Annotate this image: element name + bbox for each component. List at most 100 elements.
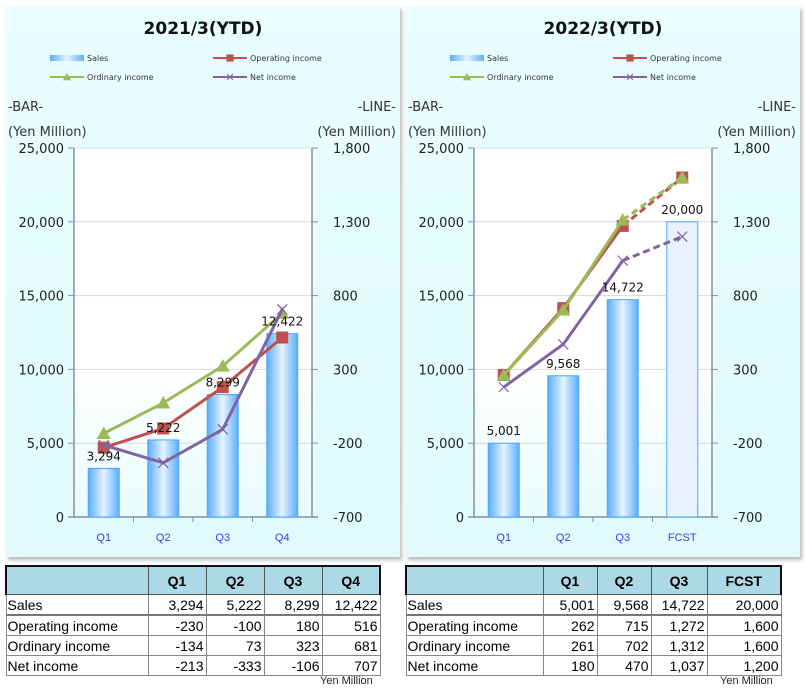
table-cell: 470 [596,655,652,676]
data-label-sales-fcst: 20,000 [661,203,703,217]
legend-label: Sales [87,54,108,63]
left-tick-label: 20,000 [419,216,465,231]
table-row: Operating income 262 715 1,272 1,600 [405,614,782,636]
table-cell: 180 [263,614,323,636]
square-marker [276,331,289,344]
table-cell: -213 [147,655,207,676]
table-cell: 702 [596,635,652,656]
table-cell: 14,722 [650,594,708,616]
chart-title: 2021/3(YTD) [144,19,263,39]
marker-ordinary-income-q2 [556,303,571,316]
legend-label: Ordinary income [487,73,554,82]
table-row: Ordinary income -134 73 323 681 [5,635,381,656]
left-axis-header: -BAR- [408,100,444,115]
legend-item-sales: Sales [50,54,108,63]
table-cell: 715 [596,614,652,636]
right-tick-label: -700 [733,511,763,526]
table-header-cell: FCST [706,565,782,595]
category-label-q1: Q1 [96,532,111,544]
table-cell: 1,037 [650,655,708,676]
table-unit-label: Yen Million [320,675,373,687]
left-tick-label: 15,000 [419,290,465,305]
right-tick-label: -700 [333,511,363,526]
bar-sales-q3 [606,299,639,518]
right-tick-label: 300 [733,363,758,378]
legend-label: Net income [650,73,696,82]
marker-operating-income-q2 [157,422,170,435]
table-cell: -230 [147,614,207,636]
x-marker [617,255,629,267]
table-cell: 1,600 [706,635,782,656]
category-label-q2: Q2 [156,532,171,544]
right-tick-label: 800 [333,290,358,305]
marker-net-income-q1 [498,381,510,393]
bar-sales-q4 [266,333,299,518]
legend-label: Sales [487,54,508,63]
chart-2021: 2021/3(YTD) Sales Operating income Ordinary… [8,19,396,544]
right-tick-label: 800 [733,290,758,305]
marker-ordinary-income-q3 [615,213,630,226]
triangle-marker [96,426,111,440]
left-tick-label: 5,000 [27,437,64,452]
marker-net-income-q2 [557,338,569,350]
marker-net-income-q2 [157,457,169,469]
table-cell: 3,294 [147,594,207,616]
right-tick-label: 1,300 [733,216,770,231]
table-cell: 323 [263,635,323,656]
legend-label: Net income [250,73,296,82]
line-net-income [103,308,284,465]
table-cell: 1,272 [650,614,708,636]
table-row: Ordinary income 261 702 1,312 1,600 [405,635,782,656]
table-header-cell [5,565,149,595]
x-marker [626,73,634,81]
legend-item-operating-income: Operating income [213,54,322,63]
table-cell: 1,600 [706,614,782,636]
right-tick-label: 1,800 [733,142,770,157]
x-marker [557,338,569,350]
legend-item-net-income: Net income [213,73,296,82]
category-label-q3: Q3 [215,532,230,544]
table-cell: 261 [542,635,598,656]
data-table-2021: Q1 Q2 Q3 Q4 Sales 3,294 5,222 8,299 12,4… [5,565,381,676]
chart-2022: 2022/3(YTD) Sales Operating income Ordinary… [408,19,796,544]
table-cell: 20,000 [706,594,782,616]
line-operating-income [103,336,284,450]
line-ordinary-income [103,312,284,435]
category-label-q2: Q2 [556,532,571,544]
legend-label: Ordinary income [87,73,154,82]
marker-ordinary-income-fcst [675,170,690,184]
marker-ordinary-income-q1 [496,368,511,381]
table-row: Operating income -230 -100 180 516 [5,614,381,636]
legend-label: Operating income [650,54,722,63]
table-header-cell: Q2 [596,565,652,595]
marker-operating-income-q4 [276,331,289,344]
table-cell: 5,222 [205,594,265,616]
triangle-marker [496,368,511,381]
right-tick-label: -200 [733,437,763,452]
line-operating-income-forecast [621,176,684,228]
bar-sales-fcst [666,221,699,518]
line-ordinary-income-forecast [621,176,684,222]
right-axis-header: -LINE- [358,100,397,115]
marker-ordinary-income-q2 [156,395,171,409]
right-axis-unit: (Yen Million) [717,125,796,140]
table-cell: 516 [321,614,381,636]
data-label-sales-q2: 5,222 [146,421,180,435]
table-header-cell: Q2 [205,565,265,595]
category-label-q3: Q3 [615,532,630,544]
legend-swatch-bar [50,55,84,61]
left-tick-label: 10,000 [419,363,465,378]
bar-sales-q1 [87,467,120,518]
category-label-q4: Q4 [275,532,290,544]
chart-title: 2022/3(YTD) [544,19,663,39]
table-cell: 262 [542,614,598,636]
right-axis-header: -LINE- [758,100,797,115]
bar-sales-q2 [147,439,180,518]
table-row: Sales 5,001 9,568 14,722 20,000 [405,594,782,616]
left-tick-label: 20,000 [19,216,65,231]
data-label-sales-q4: 12,422 [261,315,303,329]
triangle-marker [615,213,630,226]
marker-net-income-q4 [276,303,288,315]
data-label-sales-q3: 8,299 [206,376,240,390]
bar-sales-q3 [206,394,239,518]
